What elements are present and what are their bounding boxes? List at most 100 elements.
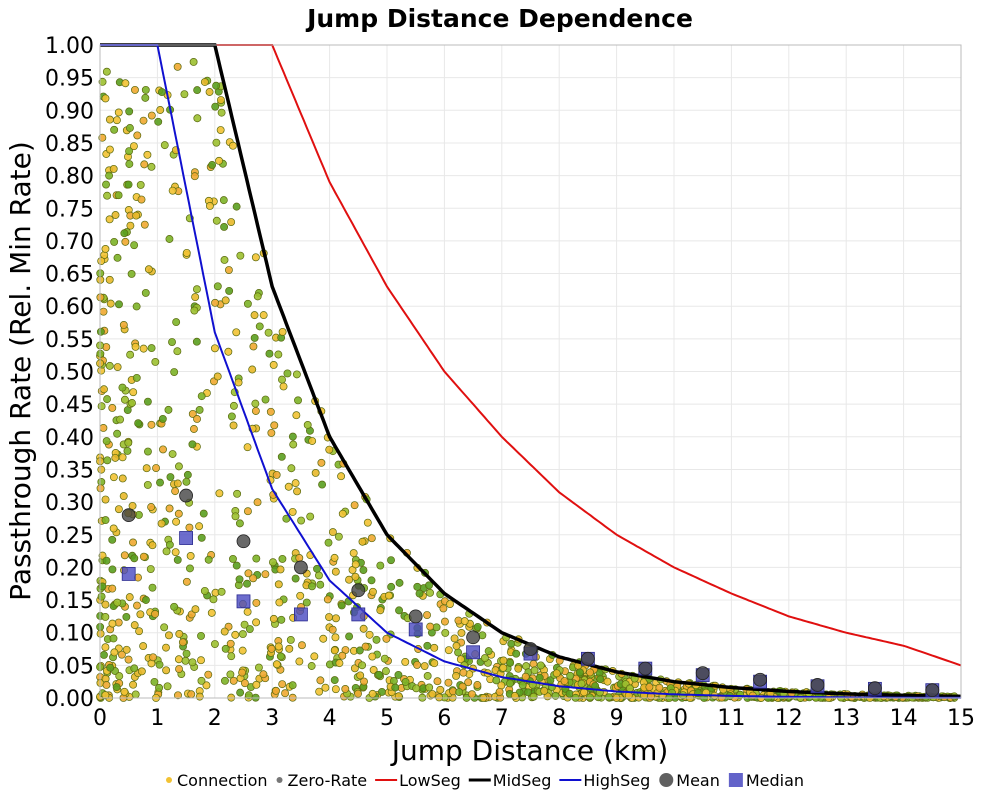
x-tick-label: 5 [380,706,394,731]
connection-point [307,662,316,670]
connection-point [125,160,134,168]
connection-point [106,299,115,308]
connection-point [156,106,165,114]
connection-point [221,644,230,653]
connection-point [325,445,334,454]
median-marker [121,567,136,581]
mean-marker [121,508,136,523]
connection-point [423,611,431,620]
connection-point [540,686,549,695]
connection-point [452,671,461,680]
connection-point [181,656,190,665]
connection-point [296,591,305,600]
connection-point [376,561,385,570]
connection-point [356,671,365,680]
connection-point [415,589,424,598]
connection-point [186,552,195,560]
connection-point [220,627,229,636]
connection-point [603,677,612,686]
connection-point [324,538,333,547]
connection-point [288,507,297,516]
connection-point [118,383,127,392]
connection-point [464,678,473,687]
connection-point [248,365,257,374]
connection-point [317,458,326,467]
connection-point [229,141,237,150]
connection-point [596,675,605,684]
connection-point [105,171,114,180]
connection-point [118,474,127,483]
connection-point [423,641,432,650]
connection-point [368,652,377,661]
connection-point [259,311,268,320]
connection-point [292,370,301,379]
connection-point [358,661,367,670]
connection-point [131,85,139,94]
connection-point [110,648,119,657]
connection-point [265,349,274,358]
connection-point [335,659,344,668]
y-tick-label: 0.10 [45,622,94,647]
connection-point [293,487,302,496]
chart-title: Jump Distance Dependence [305,4,693,33]
connection-point [499,663,508,672]
connection-point [368,587,377,596]
connection-point [99,650,108,659]
connection-point [604,693,613,702]
connection-point [191,605,200,614]
connection-point [259,670,268,679]
connection-point [101,643,110,652]
connection-point [311,468,320,477]
connection-point [514,664,523,673]
connection-point [150,677,159,686]
connection-point [426,588,434,597]
connection-point [195,406,204,414]
connection-point [284,482,293,491]
connection-point [130,554,139,563]
connection-point [212,216,221,225]
connection-point [274,350,283,359]
connection-point [109,524,118,533]
x-tick-label: 13 [832,706,860,731]
connection-point [227,412,236,421]
x-tick-label: 0 [93,706,107,731]
connection-point [310,652,319,661]
connection-point [147,344,156,353]
y-tick-label: 0.15 [45,589,94,614]
connection-point [250,311,259,320]
connection-point [217,108,226,117]
connection-point [244,569,253,578]
connection-point [103,191,112,200]
connection-point [168,186,177,195]
connection-point [99,385,108,394]
connection-point [345,575,354,584]
connection-point [269,614,278,623]
y-tick-label: 0.05 [45,654,94,679]
connection-point [480,654,489,663]
connection-point [193,415,201,423]
connection-point [252,618,261,627]
y-tick-label: 0.45 [45,393,94,418]
connection-point [210,344,219,353]
connection-point [272,686,280,695]
connection-point [125,124,134,132]
connection-point [174,691,182,700]
connection-point [295,554,304,562]
connection-point [129,680,138,689]
connection-point [372,635,381,644]
connection-point [116,415,125,424]
connection-point [267,428,276,437]
connection-point [173,479,182,488]
connection-point [195,522,204,531]
connection-point [192,285,201,294]
connection-point [96,327,105,336]
connection-point [316,580,325,589]
connection-point [120,395,129,404]
legend-label: Zero-Rate [288,771,368,790]
connection-point [252,680,261,689]
connection-point [253,292,262,301]
connection-point [430,643,439,652]
connection-point [183,470,192,479]
legend-label: Mean [676,771,720,790]
connection-point [459,668,468,677]
